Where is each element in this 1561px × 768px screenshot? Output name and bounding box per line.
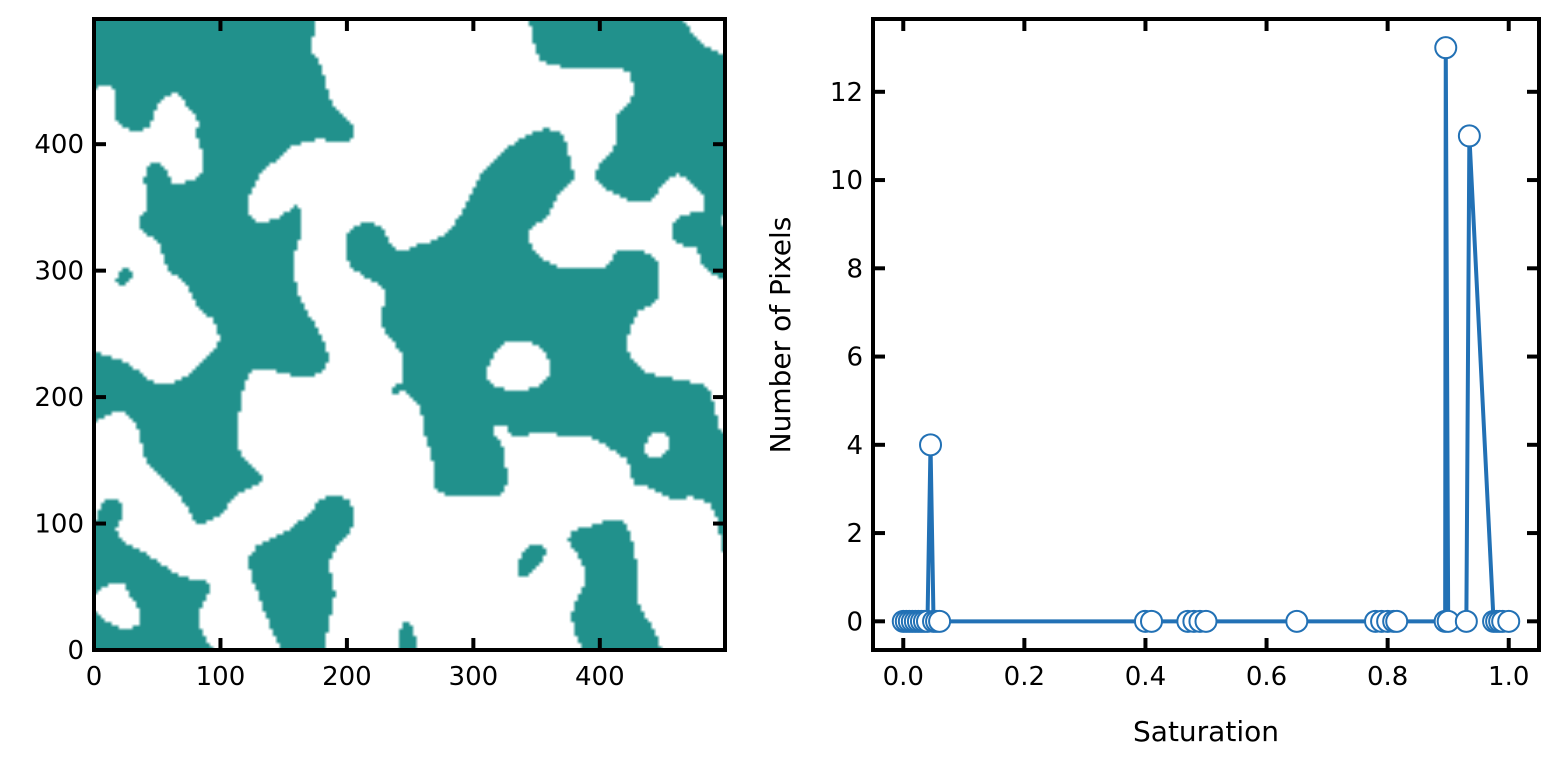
- data-point: [1194, 609, 1218, 633]
- data-point: [1454, 609, 1478, 633]
- y-tick-label: 10: [830, 166, 863, 196]
- saturation-histogram-panel: 0.0 0.2 0.4 0.6 0.8 1.0 0 2 4 6 8 10 12 Saturation N…: [764, 17, 1541, 748]
- histogram-frame: [871, 17, 1541, 652]
- x-tick-label: 300: [449, 662, 499, 692]
- phase-map-image: [94, 19, 725, 650]
- histogram-axis-ticks: 0.0 0.2 0.4 0.6 0.8 1.0 0 2 4 6 8 10 12: [830, 19, 1539, 692]
- data-point: [919, 433, 943, 457]
- y-tick-label: 8: [846, 254, 863, 284]
- x-tick-label: 0.2: [1004, 662, 1045, 692]
- phase-image-panel: 0 100 200 300 400 0 100 200 300 400: [34, 17, 727, 692]
- y-tick-label: 12: [830, 78, 863, 108]
- y-tick-label: 0: [846, 607, 863, 637]
- data-point: [1497, 609, 1521, 633]
- x-tick-label: 0.8: [1367, 662, 1408, 692]
- x-tick-label: 1.0: [1488, 662, 1529, 692]
- y-tick-label: 200: [34, 383, 84, 413]
- data-point: [1385, 609, 1409, 633]
- y-tick-label: 100: [34, 510, 84, 540]
- data-point: [1434, 36, 1458, 60]
- x-tick-label: 400: [575, 662, 625, 692]
- x-tick-label: 100: [196, 662, 246, 692]
- data-point: [928, 609, 952, 633]
- series-markers: [891, 36, 1521, 633]
- y-axis-label: Number of Pixels: [764, 217, 797, 454]
- y-tick-label: 400: [34, 130, 84, 160]
- image-frame: [92, 17, 727, 652]
- y-tick-label: 2: [846, 519, 863, 549]
- y-tick-label: 0: [67, 636, 84, 666]
- x-tick-label: 0.0: [883, 662, 924, 692]
- y-tick-label: 4: [846, 431, 863, 461]
- y-tick-label: 6: [846, 343, 863, 373]
- data-point: [1140, 609, 1164, 633]
- data-point: [1457, 124, 1481, 148]
- phase-map-raster: [94, 19, 725, 650]
- y-tick-label: 300: [34, 257, 84, 287]
- x-tick-label: 0.6: [1246, 662, 1287, 692]
- series-line: [903, 47, 1509, 624]
- x-tick-label: 0.4: [1125, 662, 1166, 692]
- data-point: [1285, 609, 1309, 633]
- x-tick-label: 0: [86, 662, 103, 692]
- x-axis-label: Saturation: [1133, 715, 1279, 748]
- x-tick-label: 200: [322, 662, 372, 692]
